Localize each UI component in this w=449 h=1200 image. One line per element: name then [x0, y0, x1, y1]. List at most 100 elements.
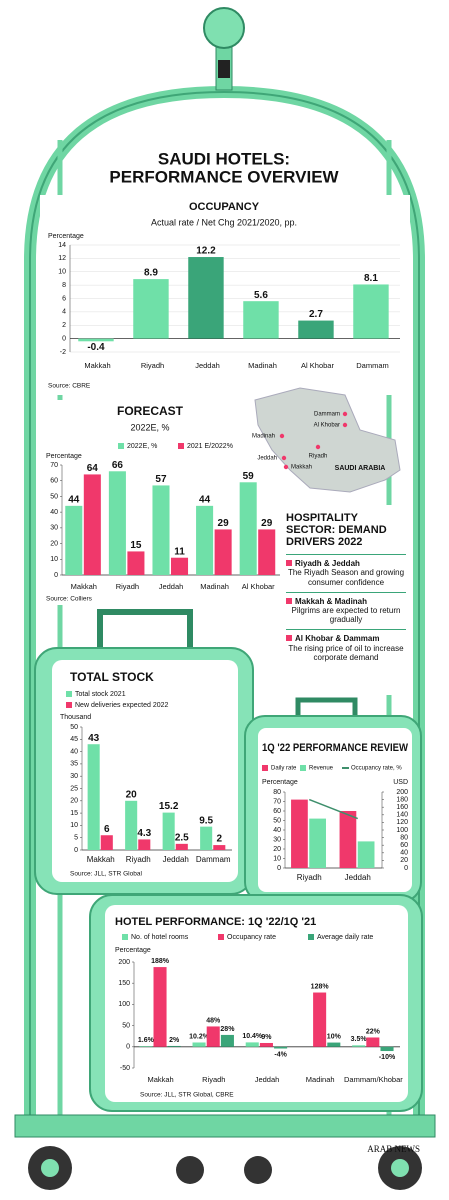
x-tick-label: Al Khobar: [242, 582, 275, 591]
y-tick-label: 20: [70, 798, 78, 805]
data-label: 8.9: [144, 268, 158, 279]
data-label: 12.2: [196, 246, 216, 257]
data-label: 43: [88, 733, 100, 744]
bar: [200, 826, 213, 850]
x-tick-label: Jeddah: [159, 582, 184, 591]
y-tick-label: 45: [70, 736, 78, 743]
y2-tick-label: 0: [404, 865, 408, 872]
data-label: -4%: [274, 1051, 287, 1058]
y-tick-label: 30: [273, 836, 281, 843]
bar: [196, 505, 214, 575]
bar: [125, 800, 138, 850]
data-label: 11: [174, 546, 185, 557]
x-tick-label: Makkah: [147, 1075, 173, 1084]
data-label: 188%: [151, 958, 170, 965]
suitcase-stock: [34, 609, 254, 895]
bar: [291, 799, 308, 868]
y-tick-label: 10: [58, 269, 66, 276]
y-tick-label: 6: [62, 295, 66, 302]
data-label: 44: [199, 494, 211, 505]
data-label: 64: [87, 463, 99, 474]
bar: [133, 279, 169, 339]
y-tick-label: 2: [62, 322, 66, 329]
y2-tick-label: 160: [396, 804, 408, 811]
drivers-title: HOSPITALITY SECTOR: DEMAND DRIVERS 2022: [286, 512, 387, 549]
bar: [65, 505, 83, 575]
chart-title: HOTEL PERFORMANCE: 1Q '22/1Q '21: [115, 916, 316, 928]
bar: [127, 551, 145, 575]
legend-swatch: [66, 702, 72, 708]
y-tick-label: 60: [273, 808, 281, 815]
y-tick-label: 40: [70, 748, 78, 755]
bar: [298, 320, 334, 339]
bar: [245, 1042, 259, 1047]
y-tick-label: 30: [70, 773, 78, 780]
bar: [192, 1042, 206, 1047]
legend-swatch: [218, 934, 224, 940]
cart-top: [203, 7, 245, 91]
y2-tick-label: 40: [400, 850, 408, 857]
bar: [108, 471, 126, 575]
x-tick-label: Riyadh: [116, 582, 139, 591]
bar: [243, 301, 279, 339]
legend-label: Occupancy rate: [227, 934, 276, 941]
bar: [309, 818, 326, 868]
data-label: 29: [261, 518, 273, 529]
legend-swatch: [66, 691, 72, 697]
x-tick-label: Madinah: [306, 1075, 335, 1084]
y2-tick-label: 80: [400, 834, 408, 841]
y2-tick-label: 20: [400, 857, 408, 864]
header-title: PERFORMANCE OVERVIEW: [109, 167, 339, 186]
bar: [171, 557, 189, 575]
bar: [339, 811, 357, 868]
y-tick-label: 0: [277, 865, 281, 872]
bar: [366, 1037, 380, 1047]
data-label: 66: [112, 460, 124, 471]
y-tick-label: 15: [70, 810, 78, 817]
x-tick-label: Jeddah: [195, 361, 220, 370]
bar: [313, 992, 327, 1047]
map-label: Al Khobar: [314, 423, 340, 429]
y-tick-label: 8: [62, 282, 66, 289]
y2-tick-label: 200: [396, 789, 408, 796]
y-tick-label: 60: [50, 478, 58, 485]
bar: [274, 1046, 288, 1049]
bar: [206, 1026, 220, 1047]
map-dot: [281, 455, 287, 461]
cart-base: [14, 1114, 436, 1190]
y2-tick-label: 180: [396, 796, 408, 803]
y-tick-label: 100: [118, 1001, 130, 1008]
map-label: Jeddah: [257, 456, 277, 462]
y-tick-label: 50: [50, 493, 58, 500]
driver-heading: Makkah & Madinah: [286, 597, 406, 606]
data-label: 1.6%: [138, 1037, 155, 1044]
driver-text: The rising price of oil to increase corp…: [288, 643, 404, 662]
driver-text: Pilgrims are expected to return graduall…: [291, 606, 401, 625]
source: Source: JLL, STR Global: [70, 871, 142, 878]
driver-heading: Riyadh & Jeddah: [286, 559, 406, 568]
bar: [213, 845, 226, 850]
bar: [258, 529, 276, 575]
y2-axis-label: USD: [393, 779, 408, 786]
y-axis-label: Thousand: [60, 714, 91, 721]
data-label: 2%: [169, 1037, 180, 1044]
x-tick-label: Jeddah: [345, 873, 371, 882]
y-tick-label: 14: [58, 242, 66, 249]
legend-label: Average daily rate: [317, 934, 373, 941]
data-label: 44: [68, 494, 80, 505]
data-label: 22%: [366, 1028, 381, 1035]
bar: [214, 529, 232, 575]
legend-label: Occupancy rate, %: [351, 766, 402, 772]
data-label: 6: [104, 824, 110, 835]
map-dot: [315, 444, 321, 450]
y2-tick-label: 120: [396, 819, 408, 826]
y2-tick-label: 140: [396, 812, 408, 819]
y-tick-label: 50: [273, 817, 281, 824]
y-tick-label: -50: [120, 1065, 130, 1072]
bar: [139, 1046, 153, 1047]
data-label: 29: [218, 518, 230, 529]
data-label: 10.2%: [189, 1033, 210, 1040]
bar: [239, 482, 257, 575]
data-label: 10%: [327, 1033, 342, 1040]
data-label: 20: [126, 789, 138, 800]
